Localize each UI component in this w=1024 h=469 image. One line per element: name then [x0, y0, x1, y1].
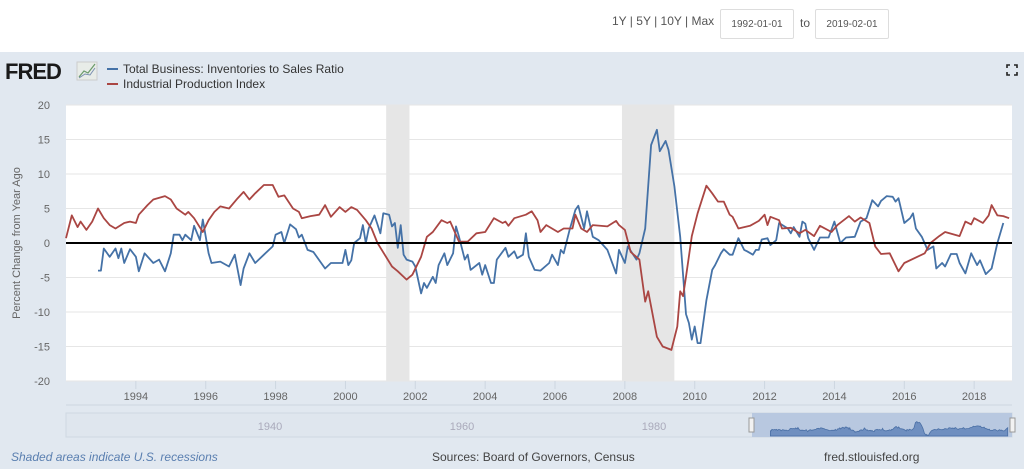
- x-tick-label: 2014: [822, 391, 846, 403]
- legend-industrial[interactable]: Industrial Production Index: [123, 77, 265, 91]
- x-tick-label: 2012: [752, 391, 776, 403]
- navigator-label: 1960: [450, 421, 474, 433]
- recession-note: Shaded areas indicate U.S. recessions: [11, 450, 218, 464]
- y-tick-label: -5: [40, 273, 50, 285]
- y-tick-label: -15: [34, 342, 50, 354]
- to-label: to: [800, 16, 811, 30]
- x-tick-label: 2002: [403, 391, 427, 403]
- fred-logo: FRED: [5, 59, 61, 84]
- y-tick-label: -20: [34, 376, 50, 388]
- range-1y-button[interactable]: 1Y: [612, 14, 627, 28]
- navigator-series: [769, 421, 1009, 437]
- navigator-label: 1980: [642, 421, 666, 433]
- navigator-left-handle[interactable]: [748, 417, 755, 433]
- x-tick-label: 2016: [892, 391, 916, 403]
- series-line-inventories: [98, 128, 1005, 345]
- separator: |: [626, 14, 637, 28]
- fullscreen-icon[interactable]: [1006, 64, 1018, 76]
- x-tick-label: 2004: [473, 391, 497, 403]
- date-range-bar: 1Y | 5Y | 10Y | Max 1992-01-01 to 2019-0…: [0, 0, 1024, 52]
- range-buttons: 1Y | 5Y | 10Y | Max: [612, 14, 714, 28]
- x-tick-label: 1996: [193, 391, 217, 403]
- navigator-label: 1940: [258, 421, 282, 433]
- y-axis-label: Percent Change from Year Ago: [11, 167, 23, 319]
- y-tick-label: 20: [38, 100, 50, 112]
- separator: |: [650, 14, 661, 28]
- range-5y-button[interactable]: 5Y: [636, 14, 651, 28]
- sources: Sources: Board of Governors, Census: [432, 450, 635, 464]
- separator: |: [681, 14, 692, 28]
- y-tick-label: 15: [38, 135, 50, 147]
- x-tick-label: 2006: [543, 391, 567, 403]
- end-date-input[interactable]: 2019-02-01: [815, 9, 889, 39]
- y-tick-label: 0: [44, 238, 50, 250]
- site-link[interactable]: fred.stlouisfed.org: [824, 450, 920, 464]
- start-date-input[interactable]: 1992-01-01: [720, 9, 794, 39]
- x-tick-label: 2018: [962, 391, 986, 403]
- y-tick-label: 5: [44, 204, 50, 216]
- legend-inventories[interactable]: Total Business: Inventories to Sales Rat…: [123, 62, 344, 76]
- series-line-industrial: [65, 184, 1010, 351]
- line-chart-icon: [76, 61, 98, 81]
- navigator-right-handle[interactable]: [1009, 417, 1016, 433]
- x-tick-label: 2010: [682, 391, 706, 403]
- y-tick-label: 10: [38, 169, 50, 181]
- range-10y-button[interactable]: 10Y: [660, 14, 682, 28]
- x-tick-label: 2008: [613, 391, 637, 403]
- y-tick-label: -10: [34, 307, 50, 319]
- x-tick-label: 1998: [263, 391, 287, 403]
- range-max-button[interactable]: Max: [691, 14, 715, 28]
- x-tick-label: 2000: [333, 391, 357, 403]
- x-tick-label: 1994: [124, 391, 148, 403]
